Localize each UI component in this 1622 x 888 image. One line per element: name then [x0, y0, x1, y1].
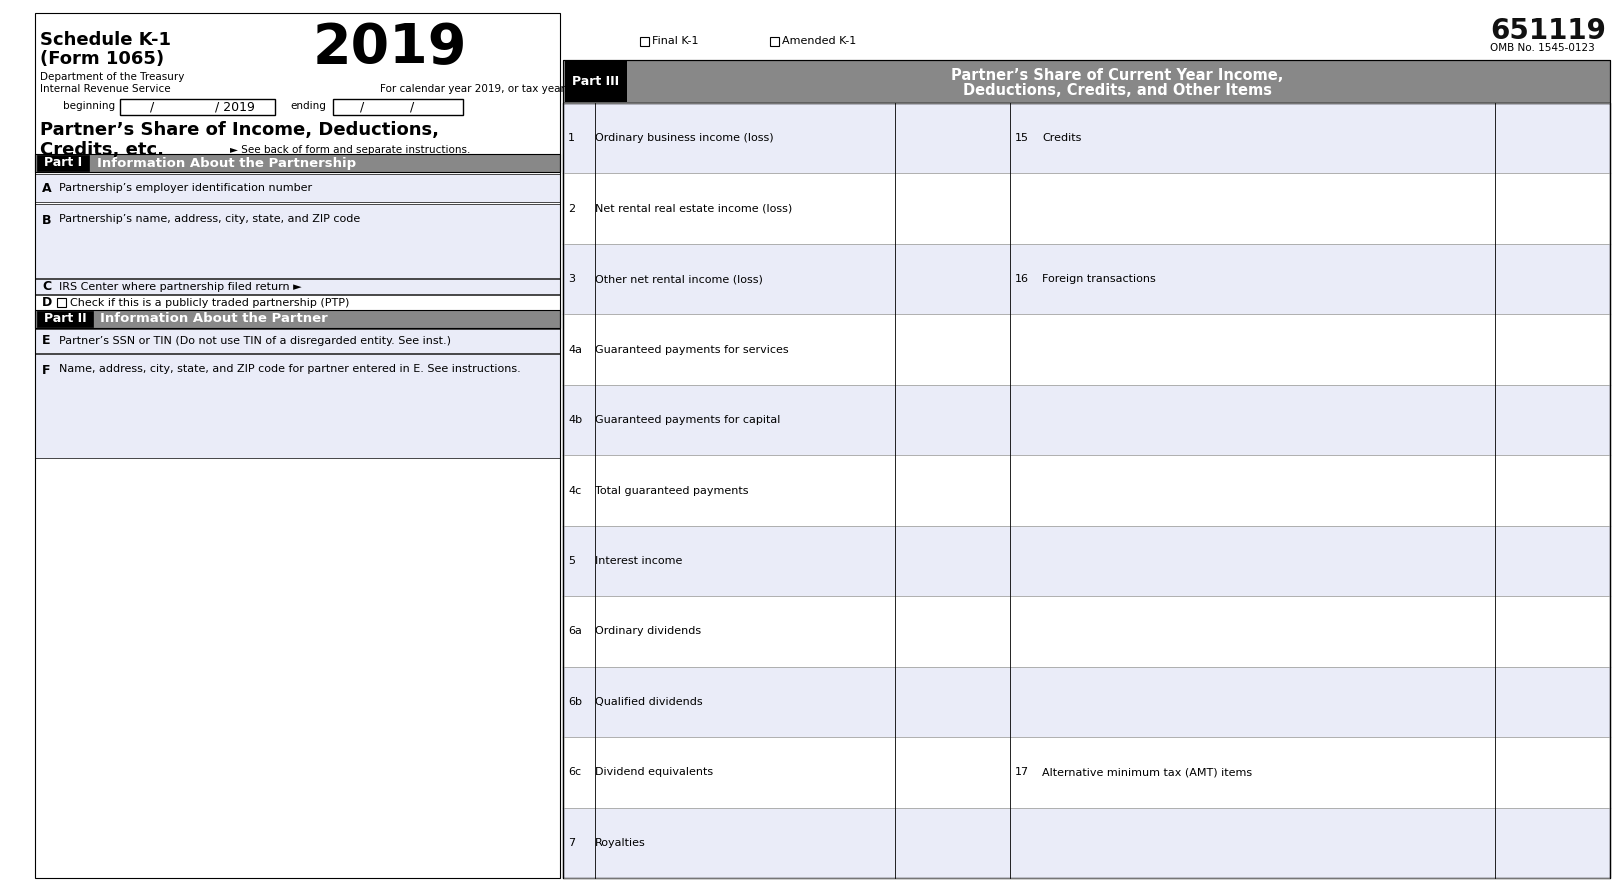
- Bar: [37, 311, 92, 327]
- Bar: [36, 279, 560, 294]
- Text: E: E: [42, 335, 50, 347]
- Text: D: D: [42, 297, 52, 310]
- Text: Qualified dividends: Qualified dividends: [595, 697, 702, 707]
- Text: Part III: Part III: [573, 75, 620, 88]
- Text: Partnership’s name, address, city, state, and ZIP code: Partnership’s name, address, city, state…: [58, 214, 360, 224]
- Text: Information About the Partner: Information About the Partner: [101, 313, 328, 326]
- Text: Ordinary dividends: Ordinary dividends: [595, 626, 701, 637]
- Text: Alternative minimum tax (AMT) items: Alternative minimum tax (AMT) items: [1041, 767, 1252, 777]
- Text: Interest income: Interest income: [595, 556, 683, 566]
- Text: /: /: [149, 100, 154, 114]
- Bar: [563, 173, 1611, 244]
- Text: Deductions, Credits, and Other Items: Deductions, Credits, and Other Items: [963, 83, 1272, 99]
- Bar: [563, 456, 1611, 526]
- Text: C: C: [42, 281, 52, 294]
- Bar: [563, 314, 1611, 385]
- Text: Amended K-1: Amended K-1: [782, 36, 856, 46]
- Bar: [120, 99, 276, 115]
- Text: Credits, etc.: Credits, etc.: [41, 141, 164, 159]
- Text: For calendar year 2019, or tax year: For calendar year 2019, or tax year: [380, 84, 564, 94]
- Text: OMB No. 1545-0123: OMB No. 1545-0123: [1491, 43, 1594, 53]
- Text: 651119: 651119: [1491, 17, 1606, 45]
- Text: / 2019: / 2019: [216, 100, 255, 114]
- Text: Partner’s Share of Current Year Income,: Partner’s Share of Current Year Income,: [952, 67, 1283, 83]
- Text: Partner’s SSN or TIN (Do not use TIN of a disregarded entity. See inst.): Partner’s SSN or TIN (Do not use TIN of …: [58, 336, 451, 346]
- Bar: [563, 667, 1611, 737]
- Bar: [563, 807, 1611, 878]
- Text: 6c: 6c: [568, 767, 581, 777]
- Text: F: F: [42, 364, 50, 377]
- Bar: [36, 310, 560, 328]
- Text: 4b: 4b: [568, 415, 582, 425]
- Bar: [37, 155, 89, 171]
- Text: /: /: [360, 100, 365, 114]
- Bar: [563, 596, 1611, 667]
- Text: Name, address, city, state, and ZIP code for partner entered in E. See instructi: Name, address, city, state, and ZIP code…: [58, 364, 521, 374]
- Text: Total guaranteed payments: Total guaranteed payments: [595, 486, 748, 496]
- Text: 5: 5: [568, 556, 576, 566]
- Text: IRS Center where partnership filed return ►: IRS Center where partnership filed retur…: [58, 282, 302, 292]
- Text: Foreign transactions: Foreign transactions: [1041, 274, 1156, 284]
- Bar: [36, 174, 560, 202]
- Text: 3: 3: [568, 274, 576, 284]
- Text: beginning: beginning: [63, 101, 115, 111]
- Text: Credits: Credits: [1041, 133, 1082, 143]
- Text: Final K-1: Final K-1: [652, 36, 699, 46]
- Bar: [36, 154, 560, 172]
- Text: /: /: [410, 100, 414, 114]
- Text: Schedule K-1: Schedule K-1: [41, 31, 170, 49]
- Text: Ordinary business income (loss): Ordinary business income (loss): [595, 133, 774, 143]
- Text: Guaranteed payments for services: Guaranteed payments for services: [595, 345, 788, 354]
- Bar: [563, 244, 1611, 314]
- Bar: [36, 13, 560, 878]
- Text: A: A: [42, 181, 52, 194]
- Text: Net rental real estate income (loss): Net rental real estate income (loss): [595, 203, 792, 214]
- Bar: [563, 103, 1611, 878]
- Bar: [563, 526, 1611, 596]
- Text: Part I: Part I: [44, 156, 83, 170]
- Bar: [36, 354, 560, 458]
- Text: 2019: 2019: [313, 21, 467, 75]
- Text: Internal Revenue Service: Internal Revenue Service: [41, 84, 170, 94]
- Text: 6b: 6b: [568, 697, 582, 707]
- Text: ► See back of form and separate instructions.: ► See back of form and separate instruct…: [230, 145, 470, 155]
- Bar: [563, 737, 1611, 807]
- Text: Partnership’s employer identification number: Partnership’s employer identification nu…: [58, 183, 311, 193]
- Text: Royalties: Royalties: [595, 837, 646, 848]
- Text: 7: 7: [568, 837, 576, 848]
- Text: 2: 2: [568, 203, 576, 214]
- Bar: [36, 204, 560, 278]
- Text: 4a: 4a: [568, 345, 582, 354]
- Text: Other net rental income (loss): Other net rental income (loss): [595, 274, 762, 284]
- Text: Guaranteed payments for capital: Guaranteed payments for capital: [595, 415, 780, 425]
- Bar: [563, 60, 1611, 103]
- Text: 17: 17: [1015, 767, 1028, 777]
- Bar: [564, 61, 628, 102]
- Text: 1: 1: [568, 133, 576, 143]
- Bar: [641, 37, 649, 46]
- Text: 6a: 6a: [568, 626, 582, 637]
- Bar: [36, 295, 560, 310]
- Text: 15: 15: [1015, 133, 1028, 143]
- Text: 16: 16: [1015, 274, 1028, 284]
- Bar: [563, 103, 1611, 173]
- Text: Department of the Treasury: Department of the Treasury: [41, 72, 185, 82]
- Bar: [563, 60, 1611, 103]
- Bar: [57, 298, 67, 307]
- Bar: [563, 385, 1611, 456]
- Bar: [36, 329, 560, 353]
- Text: Dividend equivalents: Dividend equivalents: [595, 767, 714, 777]
- Text: Partner’s Share of Income, Deductions,: Partner’s Share of Income, Deductions,: [41, 121, 440, 139]
- Text: (Form 1065): (Form 1065): [41, 50, 164, 68]
- Bar: [770, 37, 779, 46]
- Text: Check if this is a publicly traded partnership (PTP): Check if this is a publicly traded partn…: [70, 298, 349, 308]
- Bar: [333, 99, 462, 115]
- Text: B: B: [42, 214, 52, 227]
- Text: 4c: 4c: [568, 486, 581, 496]
- Text: Part II: Part II: [44, 313, 86, 326]
- Text: ending: ending: [290, 101, 326, 111]
- Text: Information About the Partnership: Information About the Partnership: [97, 156, 357, 170]
